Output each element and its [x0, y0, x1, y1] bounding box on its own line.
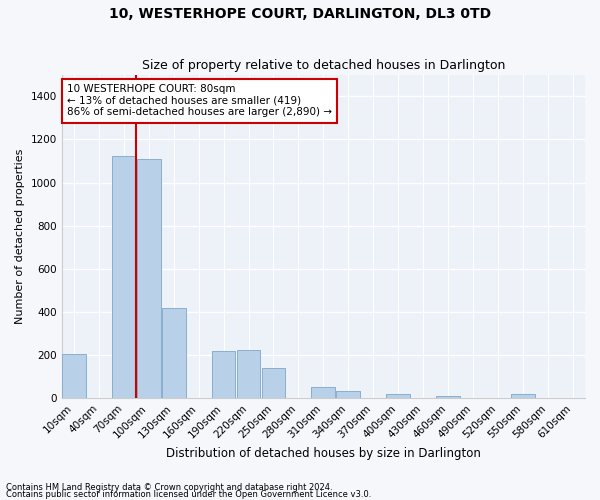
Bar	[511, 394, 535, 398]
Bar	[237, 350, 260, 399]
Bar	[212, 351, 235, 399]
Text: 10, WESTERHOPE COURT, DARLINGTON, DL3 0TD: 10, WESTERHOPE COURT, DARLINGTON, DL3 0T…	[109, 8, 491, 22]
Bar	[337, 391, 360, 398]
X-axis label: Distribution of detached houses by size in Darlington: Distribution of detached houses by size …	[166, 447, 481, 460]
Bar	[436, 396, 460, 398]
Title: Size of property relative to detached houses in Darlington: Size of property relative to detached ho…	[142, 59, 505, 72]
Bar	[62, 354, 86, 399]
Bar	[137, 159, 161, 398]
Bar	[311, 386, 335, 398]
Text: Contains public sector information licensed under the Open Government Licence v3: Contains public sector information licen…	[6, 490, 371, 499]
Y-axis label: Number of detached properties: Number of detached properties	[15, 149, 25, 324]
Bar	[262, 368, 286, 398]
Bar	[162, 308, 185, 398]
Text: Contains HM Land Registry data © Crown copyright and database right 2024.: Contains HM Land Registry data © Crown c…	[6, 484, 332, 492]
Text: 10 WESTERHOPE COURT: 80sqm
← 13% of detached houses are smaller (419)
86% of sem: 10 WESTERHOPE COURT: 80sqm ← 13% of deta…	[67, 84, 332, 117]
Bar	[112, 156, 136, 398]
Bar	[386, 394, 410, 398]
